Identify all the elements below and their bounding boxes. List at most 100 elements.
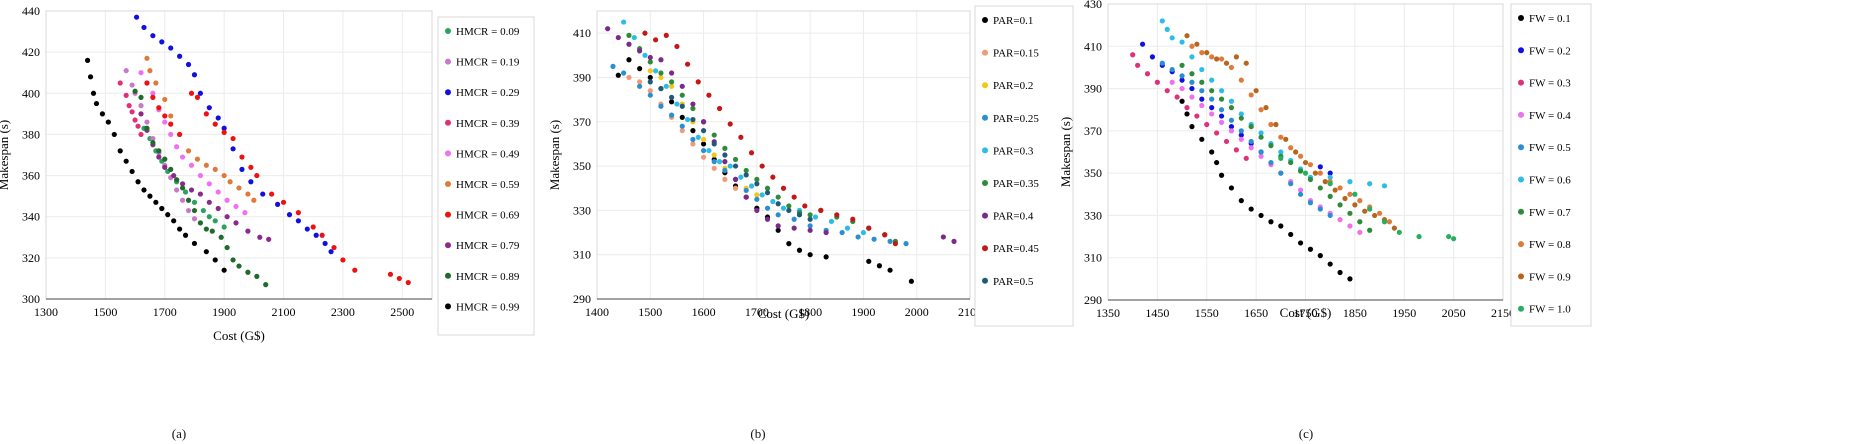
data-point (1278, 170, 1284, 176)
data-point (631, 34, 637, 41)
data-point (669, 70, 675, 76)
data-point (138, 111, 144, 117)
data-point (144, 55, 150, 61)
data-point (168, 166, 174, 172)
data-point (212, 257, 218, 263)
legend-marker (445, 211, 451, 218)
data-point (1258, 134, 1264, 140)
data-point (796, 212, 803, 218)
data-point (156, 148, 162, 154)
data-point (642, 30, 648, 36)
data-point (1209, 54, 1215, 60)
data-point (245, 228, 251, 234)
data-point (1243, 155, 1249, 161)
data-point (1199, 88, 1205, 94)
data-point (153, 199, 159, 205)
data-point (162, 119, 168, 125)
data-point (1194, 41, 1200, 47)
data-point (743, 167, 749, 174)
y-tick-label: 300 (22, 292, 40, 306)
data-point (1332, 187, 1338, 193)
y-tick-label: 380 (22, 127, 40, 141)
data-point (780, 185, 787, 191)
data-point (1238, 128, 1244, 134)
data-point (716, 105, 723, 112)
data-point (212, 218, 218, 224)
data-point (105, 119, 111, 125)
data-point (807, 252, 813, 258)
data-point (162, 113, 168, 119)
data-point (679, 83, 685, 89)
data-point (637, 48, 643, 54)
data-point (711, 141, 717, 147)
data-point (1218, 88, 1225, 94)
data-point (254, 172, 260, 179)
y-tick-label: 330 (573, 203, 591, 217)
x-tick-label: 1900 (851, 305, 875, 319)
data-point (775, 223, 781, 229)
legend-marker (445, 150, 451, 157)
data-point (722, 159, 728, 165)
data-point (1258, 153, 1264, 159)
data-point (780, 205, 787, 211)
x-tick-label: 1450 (1145, 306, 1169, 320)
data-point (669, 94, 675, 100)
data-point (706, 92, 712, 98)
x-tick-label: 2000 (905, 305, 929, 319)
data-point (754, 207, 760, 213)
data-point (1149, 54, 1156, 60)
legend-marker (982, 49, 988, 56)
data-point (658, 74, 664, 81)
data-point (818, 207, 824, 213)
data-point (150, 140, 156, 146)
data-point (1189, 124, 1195, 130)
legend-label: FW = 0.9 (1529, 271, 1571, 283)
data-point (206, 105, 212, 111)
data-point (197, 191, 203, 197)
data-point (882, 232, 888, 238)
x-tick-label: 1350 (1096, 306, 1120, 320)
data-point (775, 212, 781, 218)
data-point (1327, 181, 1333, 187)
data-point (1258, 107, 1264, 113)
data-point (203, 249, 209, 255)
data-point (1288, 181, 1294, 187)
data-point (266, 236, 272, 242)
data-point (860, 229, 867, 236)
data-point (748, 183, 755, 189)
data-point (1327, 193, 1333, 199)
data-point (1238, 198, 1244, 204)
data-point (791, 194, 797, 200)
legend-marker (1518, 144, 1524, 151)
data-point (251, 197, 257, 203)
data-point (1381, 219, 1388, 225)
data-point (200, 207, 206, 214)
data-point (168, 113, 174, 119)
data-point (177, 131, 183, 138)
data-point (1337, 217, 1343, 223)
data-point (221, 125, 227, 131)
data-point (1144, 71, 1151, 77)
data-point (1263, 105, 1269, 111)
data-point (179, 181, 186, 187)
data-point (807, 212, 813, 218)
data-point (647, 54, 653, 61)
data-point (206, 199, 212, 205)
data-point (221, 224, 227, 230)
data-point (1347, 223, 1353, 229)
data-point (764, 205, 771, 211)
data-point (1169, 79, 1175, 85)
legend-label: FW = 0.5 (1529, 142, 1571, 154)
data-point (1238, 136, 1244, 142)
data-point (174, 177, 180, 183)
data-point (823, 229, 829, 236)
data-point (1214, 159, 1220, 166)
data-point (1391, 225, 1397, 231)
data-point (188, 162, 195, 168)
data-point (1317, 170, 1323, 176)
data-point (129, 168, 135, 175)
y-tick-label: 290 (573, 292, 591, 306)
data-point (1307, 176, 1314, 183)
data-point (786, 203, 792, 209)
data-point (117, 148, 123, 154)
